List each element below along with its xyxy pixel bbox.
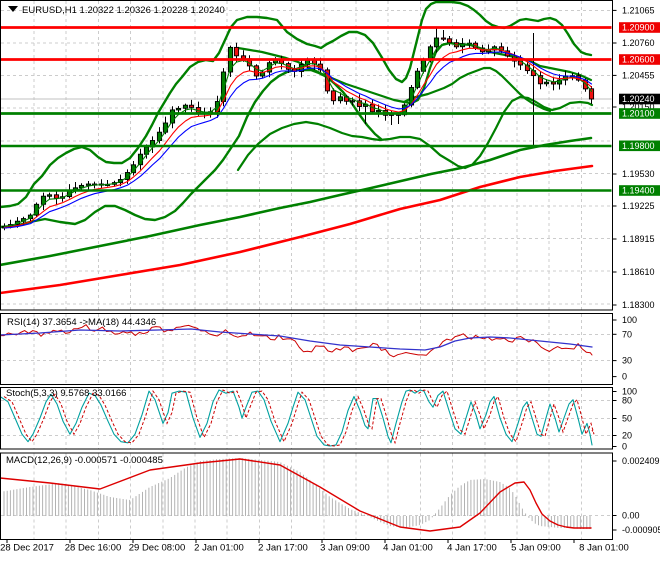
svg-text:1.18300: 1.18300 bbox=[622, 300, 655, 310]
svg-text:1.20455: 1.20455 bbox=[622, 71, 655, 81]
svg-text:29 Dec 08:00: 29 Dec 08:00 bbox=[129, 543, 186, 554]
svg-text:-0.000905: -0.000905 bbox=[622, 525, 660, 535]
svg-text:MACD(12,26,9) -0.000571 -0.000: MACD(12,26,9) -0.000571 -0.000485 bbox=[6, 455, 163, 466]
svg-text:3 Jan 09:00: 3 Jan 09:00 bbox=[320, 543, 370, 554]
svg-text:1.20600: 1.20600 bbox=[622, 55, 655, 65]
svg-text:EURUSD,H1 1.20322 1.20326 1.2: EURUSD,H1 1.20322 1.20326 1.20228 1.2024… bbox=[22, 5, 225, 16]
svg-text:0: 0 bbox=[622, 372, 627, 382]
svg-text:1.20100: 1.20100 bbox=[622, 109, 655, 119]
svg-text:1.18610: 1.18610 bbox=[622, 267, 655, 277]
svg-text:0.00: 0.00 bbox=[622, 511, 640, 521]
svg-text:RSI(14) 37.3654 ->MA(18) 44.4: RSI(14) 37.3654 ->MA(18) 44.4346 bbox=[7, 317, 156, 328]
svg-text:0: 0 bbox=[622, 442, 627, 452]
svg-text:80: 80 bbox=[622, 396, 632, 406]
svg-text:1.20760: 1.20760 bbox=[622, 38, 655, 48]
svg-text:1.19800: 1.19800 bbox=[622, 141, 655, 151]
svg-text:100: 100 bbox=[622, 387, 637, 397]
svg-text:1.20150: 1.20150 bbox=[622, 102, 655, 112]
svg-text:Stoch(5,3,3) 9.5768 33.0166: Stoch(5,3,3) 9.5768 33.0166 bbox=[6, 388, 126, 399]
svg-text:100: 100 bbox=[622, 315, 637, 325]
svg-text:1.19225: 1.19225 bbox=[622, 201, 655, 211]
svg-text:1.18915: 1.18915 bbox=[622, 234, 655, 244]
svg-text:5 Jan 09:00: 5 Jan 09:00 bbox=[511, 543, 561, 554]
svg-text:70: 70 bbox=[622, 329, 632, 339]
svg-text:0.002409: 0.002409 bbox=[622, 456, 660, 466]
svg-text:50: 50 bbox=[622, 414, 632, 424]
svg-text:1.21065: 1.21065 bbox=[622, 6, 655, 16]
svg-text:4 Jan 01:00: 4 Jan 01:00 bbox=[383, 543, 433, 554]
svg-text:20: 20 bbox=[622, 431, 632, 441]
svg-text:8 Jan 01:00: 8 Jan 01:00 bbox=[579, 543, 629, 554]
svg-text:1.20240: 1.20240 bbox=[622, 94, 655, 104]
svg-text:2 Jan 01:00: 2 Jan 01:00 bbox=[194, 543, 244, 554]
svg-text:4 Jan 17:00: 4 Jan 17:00 bbox=[447, 543, 497, 554]
svg-text:30: 30 bbox=[622, 356, 632, 366]
svg-text:2 Jan 17:00: 2 Jan 17:00 bbox=[258, 543, 308, 554]
svg-text:28 Dec 2017: 28 Dec 2017 bbox=[0, 543, 54, 554]
svg-text:1.19530: 1.19530 bbox=[622, 169, 655, 179]
svg-text:1.19400: 1.19400 bbox=[622, 186, 655, 196]
svg-text:28 Dec 16:00: 28 Dec 16:00 bbox=[65, 543, 122, 554]
svg-text:1.20900: 1.20900 bbox=[622, 23, 655, 33]
